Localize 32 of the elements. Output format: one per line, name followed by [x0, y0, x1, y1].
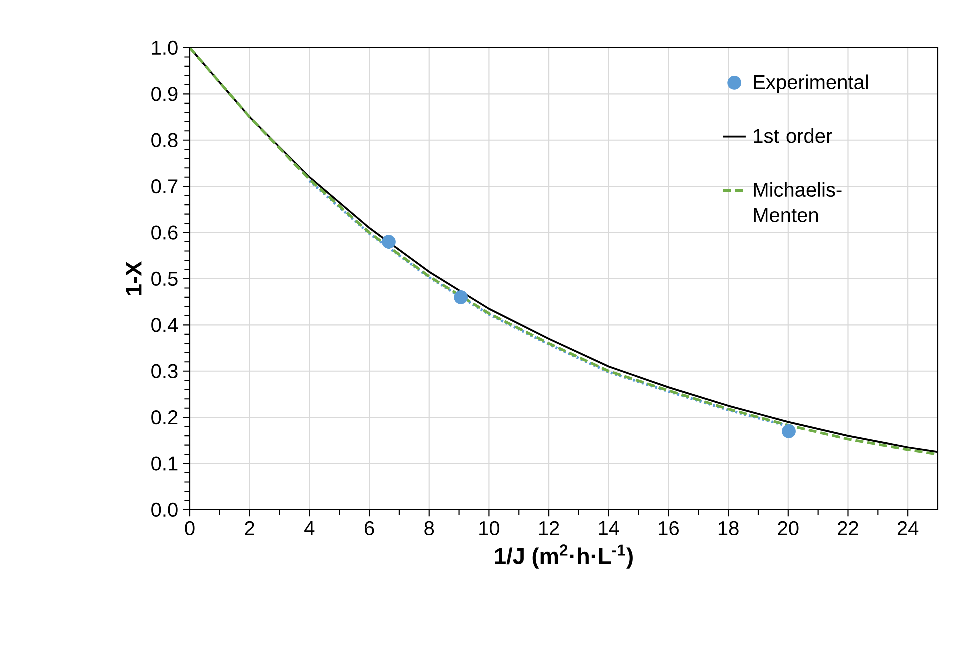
x-tick-label: 14 — [599, 521, 620, 536]
y-tick-label: 0.0 — [152, 502, 178, 518]
legend-label: 1st order — [754, 128, 832, 144]
x-tick-label: 22 — [838, 521, 858, 536]
point — [782, 424, 796, 438]
y-tick-label: 0.9 — [152, 87, 178, 102]
point — [382, 235, 396, 249]
y-tick-label: 0.8 — [152, 133, 178, 148]
x-tick-label: 8 — [424, 521, 434, 536]
y-tick-label: 1.0 — [152, 40, 178, 56]
x-tick-label: 18 — [718, 521, 739, 536]
x-tick-label: 0 — [185, 521, 195, 536]
y-tick-label: 0.7 — [152, 180, 178, 194]
x-tick-label: 10 — [480, 521, 500, 536]
x-axis-title: 1/J (m$^{2}$·h·L$^{-1}$) — [495, 544, 633, 569]
y-tick-label: 0.3 — [152, 364, 178, 378]
y-tick-label: 0.4 — [152, 318, 178, 332]
x-tick-label: 16 — [659, 521, 679, 536]
point — [454, 290, 468, 304]
x-tick-label: 12 — [539, 521, 560, 536]
legend-label: Experimental — [754, 74, 868, 94]
y-tick-label: 0.6 — [152, 226, 178, 240]
x-tick-label: 2 — [245, 521, 254, 536]
y-axis-title: 1-X — [126, 262, 142, 296]
x-tick-label: 24 — [898, 521, 919, 536]
x-tick-label: 4 — [304, 521, 315, 536]
x-tick-label: 6 — [364, 521, 374, 536]
y-tick-label: 0.2 — [152, 410, 178, 425]
x-tick-label: 20 — [778, 521, 799, 536]
legend-label: Michaelis-Menten — [754, 182, 842, 222]
y-tick-label: 0.1 — [152, 456, 178, 471]
y-tick-label: 0.5 — [152, 272, 178, 286]
